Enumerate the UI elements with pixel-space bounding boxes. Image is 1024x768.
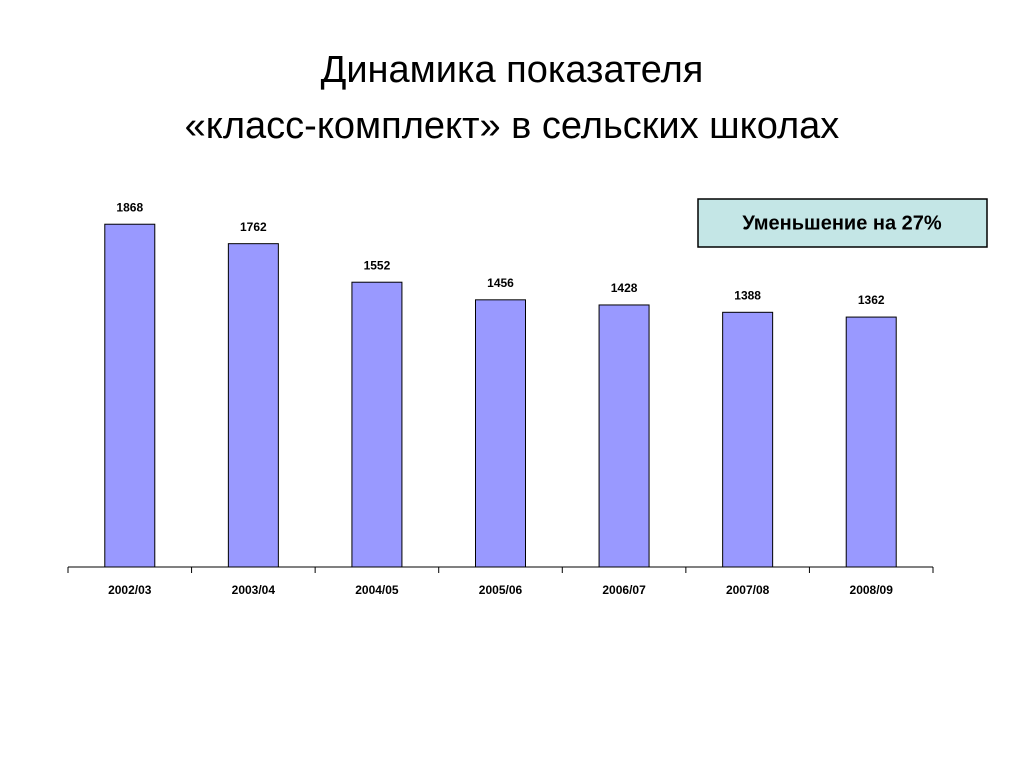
annotation: Уменьшение на 27% — [742, 212, 942, 234]
value-label: 1868 — [116, 200, 143, 214]
x-tick-label: 2007/08 — [726, 583, 770, 597]
bar — [598, 304, 650, 568]
value-label: 1428 — [611, 281, 638, 295]
x-tick-label: 2003/04 — [232, 583, 276, 597]
value-label: 1762 — [240, 220, 267, 234]
bar — [475, 299, 526, 568]
x-tick-label: 2006/07 — [602, 583, 646, 597]
bar — [351, 281, 403, 568]
bar — [104, 223, 156, 568]
x-tick-label: 2008/09 — [850, 583, 894, 597]
bar — [722, 311, 774, 568]
value-label: 1456 — [487, 276, 514, 290]
value-label: 1388 — [734, 288, 761, 302]
chart-title: «класс-комплект» в сельских школах — [185, 105, 840, 147]
bar — [227, 243, 279, 568]
value-label: 1362 — [858, 293, 885, 307]
x-tick-label: 2005/06 — [479, 583, 523, 597]
value-label: 1552 — [364, 258, 391, 272]
x-tick-label: 2002/03 — [108, 583, 152, 597]
bar — [845, 316, 897, 568]
chart-title: Динамика показателя — [321, 49, 704, 91]
x-tick-label: 2004/05 — [355, 583, 399, 597]
annotation-box — [697, 198, 988, 248]
